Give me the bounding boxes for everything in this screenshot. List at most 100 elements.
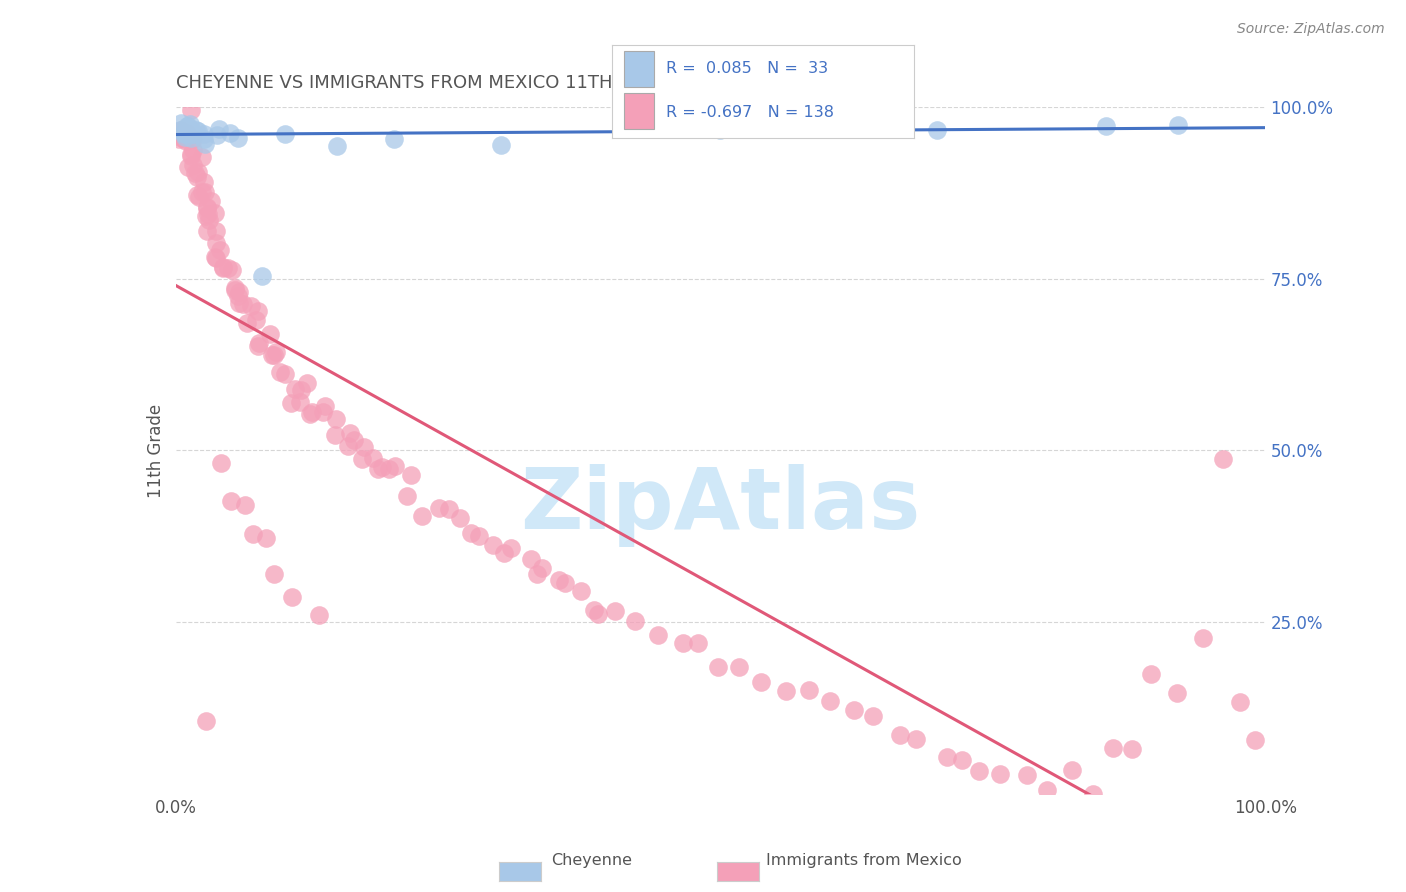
Point [301, 404, 323, 418]
Point [266, 345, 288, 359]
Point [211, 261, 233, 276]
Point [250, 268, 273, 283]
Point [281, 591, 304, 605]
Point [519, 551, 541, 566]
Point [274, 368, 297, 382]
Point [1140, 667, 1163, 681]
Point [378, 462, 401, 476]
Point [312, 404, 335, 418]
Point [283, 382, 305, 396]
Point [226, 289, 249, 303]
Point [224, 283, 246, 297]
Point [367, 462, 389, 476]
Point [672, 636, 695, 650]
Point [950, 753, 973, 767]
Point [194, 714, 217, 728]
Point [969, 764, 991, 778]
Point [647, 628, 669, 642]
Point [280, 396, 302, 410]
Bar [624, 94, 654, 129]
Point [396, 489, 419, 503]
Point [195, 201, 218, 215]
Point [325, 139, 347, 153]
Point [295, 376, 318, 391]
Point [221, 493, 243, 508]
Point [205, 251, 228, 265]
Point [492, 546, 515, 560]
Point [183, 158, 205, 172]
Point [384, 459, 406, 474]
Point [232, 297, 254, 311]
Point [481, 538, 503, 552]
Point [198, 213, 221, 227]
Point [290, 395, 312, 409]
Text: Source: ZipAtlas.com: Source: ZipAtlas.com [1237, 22, 1385, 37]
Point [623, 614, 645, 628]
Point [224, 281, 246, 295]
Point [221, 263, 243, 277]
Point [1167, 118, 1189, 132]
Point [259, 326, 281, 341]
Point [686, 635, 709, 649]
Point [353, 441, 375, 455]
Text: ZipAtlas: ZipAtlas [520, 464, 921, 547]
Point [170, 123, 193, 137]
Point [240, 299, 263, 313]
Point [193, 175, 215, 189]
Point [437, 501, 460, 516]
Point [586, 607, 609, 622]
Point [172, 127, 194, 141]
Point [290, 383, 312, 397]
Text: CHEYENNE VS IMMIGRANTS FROM MEXICO 11TH GRADE CORRELATION CHART: CHEYENNE VS IMMIGRANTS FROM MEXICO 11TH … [176, 74, 882, 92]
Point [370, 460, 392, 475]
Point [336, 439, 359, 453]
Point [501, 541, 523, 555]
Point [187, 164, 209, 178]
Text: Immigrants from Mexico: Immigrants from Mexico [766, 854, 962, 868]
Point [245, 312, 267, 326]
Point [179, 121, 201, 136]
Point [233, 498, 256, 512]
Point [246, 304, 269, 318]
Point [183, 166, 205, 180]
Point [200, 194, 222, 208]
Point [176, 119, 198, 133]
Point [180, 127, 202, 141]
Point [1244, 732, 1267, 747]
Point [169, 130, 191, 145]
Point [352, 451, 374, 466]
Point [204, 206, 226, 220]
Point [1060, 763, 1083, 777]
Point [193, 132, 215, 146]
Point [208, 122, 231, 136]
Point [411, 508, 433, 523]
Point [205, 128, 228, 142]
Point [820, 694, 842, 708]
Point [180, 131, 202, 145]
Point [194, 137, 217, 152]
Point [236, 317, 259, 331]
Point [209, 243, 232, 257]
Point [181, 132, 204, 146]
Point [707, 660, 730, 674]
Point [219, 126, 242, 140]
Text: R =  0.085   N =  33: R = 0.085 N = 33 [666, 62, 828, 77]
Point [1229, 695, 1251, 709]
Point [927, 123, 949, 137]
Point [269, 365, 291, 379]
Point [209, 456, 232, 470]
Point [195, 209, 218, 223]
Point [460, 525, 482, 540]
Point [180, 123, 202, 137]
Point [1035, 783, 1057, 797]
Point [526, 567, 548, 582]
Point [169, 123, 191, 137]
Point [177, 119, 200, 133]
Point [212, 260, 235, 275]
Point [167, 132, 190, 146]
Point [186, 169, 208, 184]
Point [186, 123, 208, 137]
Point [228, 285, 250, 299]
Point [491, 138, 513, 153]
Point [173, 126, 195, 140]
